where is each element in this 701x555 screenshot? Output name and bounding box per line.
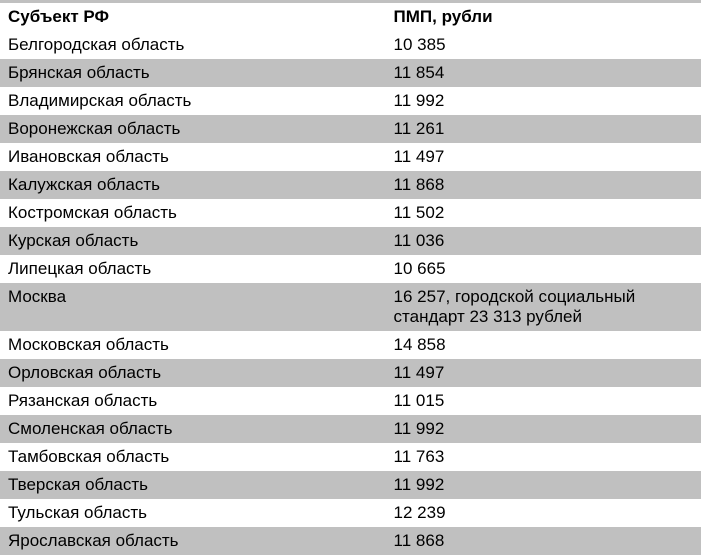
table-row: Воронежская область11 261: [0, 115, 701, 143]
cell-value: 10 665: [386, 255, 701, 283]
cell-region: Калужская область: [0, 171, 386, 199]
table-row: Калужская область11 868: [0, 171, 701, 199]
table-body: Белгородская область10 385Брянская облас…: [0, 31, 701, 555]
cell-region: Москва: [0, 283, 386, 331]
table-row: Ярославская область11 868: [0, 527, 701, 555]
cell-value: 10 385: [386, 31, 701, 59]
column-header-value: ПМП, рубли: [386, 3, 701, 31]
table-row: Костромская область11 502: [0, 199, 701, 227]
cell-region: Орловская область: [0, 359, 386, 387]
cell-value: 11 036: [386, 227, 701, 255]
cell-value: 11 497: [386, 359, 701, 387]
table-row: Брянская область11 854: [0, 59, 701, 87]
cell-region: Брянская область: [0, 59, 386, 87]
table-row: Ивановская область11 497: [0, 143, 701, 171]
cell-value: 11 261: [386, 115, 701, 143]
cell-region: Рязанская область: [0, 387, 386, 415]
cell-value: 11 992: [386, 471, 701, 499]
cell-region: Тамбовская область: [0, 443, 386, 471]
cell-value: 11 868: [386, 527, 701, 555]
table-row: Курская область11 036: [0, 227, 701, 255]
cell-value: 14 858: [386, 331, 701, 359]
table-row: Москва16 257, городской социальный станд…: [0, 283, 701, 331]
cell-value: 11 854: [386, 59, 701, 87]
table-row: Смоленская область11 992: [0, 415, 701, 443]
cell-value: 11 015: [386, 387, 701, 415]
cell-region: Воронежская область: [0, 115, 386, 143]
table-header-row: Субъект РФ ПМП, рубли: [0, 3, 701, 31]
cell-region: Белгородская область: [0, 31, 386, 59]
table-row: Тульская область12 239: [0, 499, 701, 527]
cell-region: Московская область: [0, 331, 386, 359]
cell-region: Ивановская область: [0, 143, 386, 171]
table-row: Белгородская область10 385: [0, 31, 701, 59]
cell-region: Тверская область: [0, 471, 386, 499]
cell-region: Костромская область: [0, 199, 386, 227]
cell-region: Курская область: [0, 227, 386, 255]
cell-value: 12 239: [386, 499, 701, 527]
cell-region: Ярославская область: [0, 527, 386, 555]
cell-value: 16 257, городской социальный стандарт 23…: [386, 283, 701, 331]
cell-region: Владимирская область: [0, 87, 386, 115]
table-row: Рязанская область11 015: [0, 387, 701, 415]
cell-value: 11 992: [386, 87, 701, 115]
pmp-table: Субъект РФ ПМП, рубли Белгородская облас…: [0, 3, 701, 555]
cell-value: 11 868: [386, 171, 701, 199]
cell-value: 11 992: [386, 415, 701, 443]
cell-region: Липецкая область: [0, 255, 386, 283]
table-row: Липецкая область10 665: [0, 255, 701, 283]
cell-value: 11 497: [386, 143, 701, 171]
table-row: Московская область14 858: [0, 331, 701, 359]
table-row: Тверская область11 992: [0, 471, 701, 499]
cell-region: Тульская область: [0, 499, 386, 527]
pmp-table-container: Субъект РФ ПМП, рубли Белгородская облас…: [0, 0, 701, 555]
table-row: Орловская область11 497: [0, 359, 701, 387]
column-header-region: Субъект РФ: [0, 3, 386, 31]
table-row: Тамбовская область11 763: [0, 443, 701, 471]
cell-region: Смоленская область: [0, 415, 386, 443]
cell-value: 11 763: [386, 443, 701, 471]
cell-value: 11 502: [386, 199, 701, 227]
table-row: Владимирская область11 992: [0, 87, 701, 115]
